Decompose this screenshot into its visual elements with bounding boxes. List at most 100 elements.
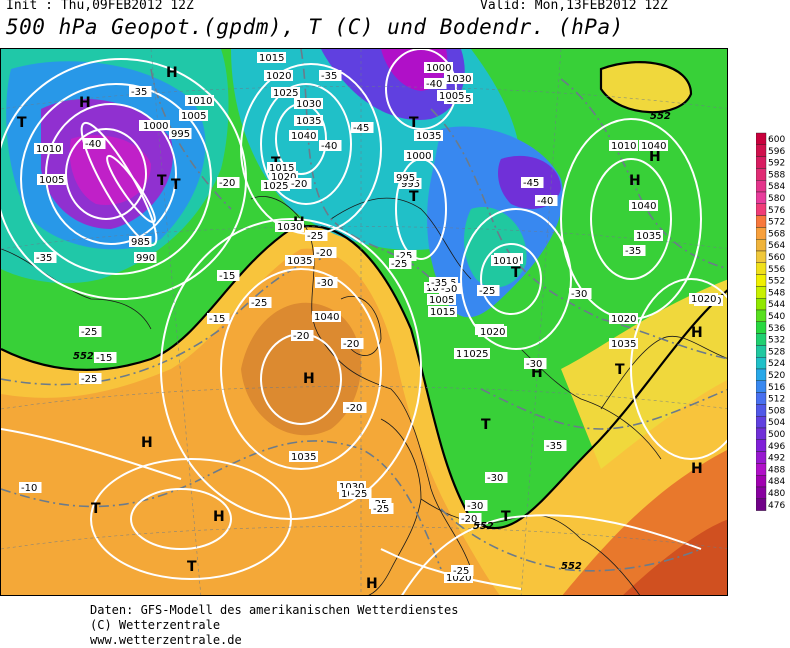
isobar-label: 1015 xyxy=(428,306,457,318)
scale-swatch xyxy=(755,180,767,193)
temperature-label: -25 xyxy=(389,258,412,270)
isobar-label: 1005 xyxy=(427,294,456,306)
low-pressure-marker: T xyxy=(511,265,521,281)
svg-text:-20: -20 xyxy=(343,339,359,350)
svg-text:1020: 1020 xyxy=(271,172,296,183)
scale-swatch xyxy=(755,380,767,393)
temperature-label: -35 xyxy=(34,252,57,264)
isobar-label: 1005 xyxy=(37,174,66,186)
svg-text:-20: -20 xyxy=(219,178,235,189)
temperature-label: -45 xyxy=(521,177,544,189)
isobar-label: 1030 xyxy=(444,73,473,85)
isobar-label: 985 xyxy=(129,236,152,248)
svg-text:-10: -10 xyxy=(21,483,37,494)
temperature-label: -20 xyxy=(314,247,337,259)
isobar-label: 1035 xyxy=(414,130,443,142)
svg-text:-20: -20 xyxy=(293,331,309,342)
svg-text:1015: 1015 xyxy=(259,53,284,64)
svg-text:-40: -40 xyxy=(321,141,337,152)
scale-value: 532 xyxy=(768,336,785,346)
high-center-core xyxy=(241,302,361,436)
svg-text:1020: 1020 xyxy=(611,314,636,325)
svg-text:1035: 1035 xyxy=(291,452,316,463)
svg-text:-30: -30 xyxy=(487,473,503,484)
svg-text:1040: 1040 xyxy=(641,141,666,152)
temperature-label: -25 xyxy=(451,565,474,577)
svg-text:-25: -25 xyxy=(251,298,267,309)
isobar-label: 990 xyxy=(134,252,157,264)
low-pressure-marker: T xyxy=(171,177,181,193)
isobar-label: 1000 xyxy=(404,150,433,162)
scale-swatch xyxy=(755,498,767,511)
scale-value: 544 xyxy=(768,300,785,310)
isobar-label: 1030 xyxy=(337,481,366,493)
isobar-label: 1010 xyxy=(491,255,520,267)
scale-value: 488 xyxy=(768,465,785,475)
isobar-label: 1035 xyxy=(285,255,314,267)
svg-text:-25: -25 xyxy=(351,489,367,500)
svg-text:1030: 1030 xyxy=(339,482,364,493)
isobar-label: 1020 xyxy=(478,326,507,338)
low-pressure-marker: T xyxy=(187,559,197,575)
scale-swatch xyxy=(755,215,767,228)
svg-text:-40: -40 xyxy=(537,196,553,207)
isobar-label: 1040 xyxy=(289,130,318,142)
svg-text:1010: 1010 xyxy=(36,144,61,155)
svg-text:1000: 1000 xyxy=(406,151,431,162)
scale-swatch xyxy=(755,475,767,488)
scale-swatch xyxy=(755,463,767,476)
scale-swatch xyxy=(755,333,767,346)
north-east-yellow xyxy=(601,62,691,113)
svg-text:-35: -35 xyxy=(431,278,447,289)
svg-text:-45: -45 xyxy=(523,178,539,189)
svg-text:1010: 1010 xyxy=(493,256,518,267)
svg-text:1005: 1005 xyxy=(429,295,454,306)
scale-value: 484 xyxy=(768,477,785,487)
temperature-label: -45 xyxy=(351,122,374,134)
isobar-label: 1035 xyxy=(289,451,318,463)
temperature-label: -40 xyxy=(424,78,447,90)
temperature-label: -25 xyxy=(371,503,394,515)
scale-value: 512 xyxy=(768,395,785,405)
isotherms xyxy=(1,49,727,572)
scale-swatch xyxy=(755,191,767,205)
svg-text:1005: 1005 xyxy=(181,111,206,122)
scale-swatch xyxy=(755,297,767,311)
init-time: Init : Thu,09FEB2012 12Z xyxy=(6,0,194,13)
svg-text:-40: -40 xyxy=(426,79,442,90)
svg-text:-35: -35 xyxy=(546,441,562,452)
svg-text:-25: -25 xyxy=(479,286,495,297)
scale-value: 600 xyxy=(768,135,785,145)
temperature-label: -15 xyxy=(94,352,117,364)
svg-text:1040: 1040 xyxy=(291,131,316,142)
isobar-label: 1035 xyxy=(609,338,638,350)
temperature-label: -25 xyxy=(477,285,500,297)
scale-value: 556 xyxy=(768,265,785,275)
svg-text:1010: 1010 xyxy=(187,96,212,107)
scale-value: 552 xyxy=(768,277,785,287)
svg-text:1035: 1035 xyxy=(611,339,636,350)
scale-swatch xyxy=(755,451,767,464)
geopot-552-label: 552 xyxy=(73,351,94,362)
svg-text:-35: -35 xyxy=(131,87,147,98)
temperature-label: -30 xyxy=(569,288,592,300)
svg-text:-15: -15 xyxy=(209,314,225,325)
copyright: (C) Wetterzentrale xyxy=(90,618,221,632)
high-pressure-marker: H xyxy=(366,576,378,592)
svg-text:-30: -30 xyxy=(441,284,457,295)
scale-value: 548 xyxy=(768,288,785,298)
scale-swatch xyxy=(755,156,767,169)
svg-text:-45: -45 xyxy=(353,123,369,134)
weather-map: HHTTTHHTTHTHTHHTHTHTHHTT 101510201025103… xyxy=(0,48,728,596)
isobar-label: 1000 xyxy=(141,120,170,132)
svg-text:-25: -25 xyxy=(453,566,469,577)
isobar-label: 1000 xyxy=(424,62,453,74)
temperature-label: -20 xyxy=(459,513,482,525)
high-pressure-marker: H xyxy=(213,509,225,525)
temperature-label: -15 xyxy=(207,313,230,325)
high-pressure-marker: H xyxy=(649,149,661,165)
svg-text:1040: 1040 xyxy=(631,201,656,212)
scale-swatch xyxy=(755,286,767,299)
scale-value: 580 xyxy=(768,194,785,204)
svg-text:990: 990 xyxy=(136,253,155,264)
